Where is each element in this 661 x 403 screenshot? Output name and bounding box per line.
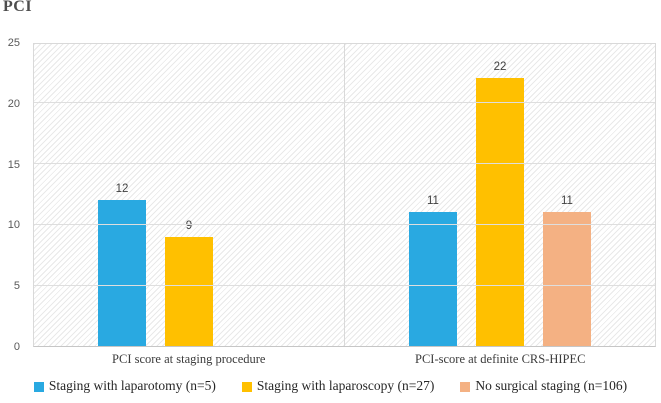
legend-item: Staging with laparotomy (n=5) <box>33 378 216 394</box>
legend-label: Staging with laparoscopy (n=27) <box>256 378 435 393</box>
value-label: 12 <box>115 183 129 195</box>
y-tick-label: 15 <box>7 158 20 171</box>
legend-item: No surgical staging (n=106) <box>460 378 627 394</box>
x-axis: PCI score at staging procedure PCI-score … <box>33 352 656 367</box>
chart-title: PCI <box>3 0 33 15</box>
gridline <box>34 163 655 165</box>
y-axis: 0 5 10 15 20 25 <box>0 37 26 353</box>
bar-slot: 11 <box>543 195 591 346</box>
y-tick-label: 10 <box>7 219 20 232</box>
y-tick-label: 20 <box>7 97 20 110</box>
value-label: 11 <box>427 195 439 207</box>
gridline <box>34 223 655 225</box>
bar-groups: 12 9 11 22 11 <box>34 44 655 346</box>
value-label: 9 <box>185 220 193 232</box>
legend-label: No surgical staging (n=106) <box>475 378 628 393</box>
y-tick-label: 0 <box>13 341 20 353</box>
category-group: 12 9 <box>34 44 344 346</box>
bar <box>476 78 524 346</box>
bar-slot: 22 <box>476 61 524 346</box>
y-tick-label: 25 <box>7 37 20 49</box>
legend-label: Staging with laparotomy (n=5) <box>48 378 216 393</box>
bar-slot: 11 <box>409 195 457 346</box>
gridline <box>34 102 655 104</box>
bar <box>543 212 591 346</box>
gridline <box>34 284 655 286</box>
bar <box>98 200 146 346</box>
legend-item: Staging with laparoscopy (n=27) <box>241 378 435 394</box>
y-tick-label: 5 <box>13 280 20 293</box>
legend-swatch <box>241 381 252 392</box>
bar <box>165 237 213 346</box>
bar-slot: 12 <box>98 183 146 346</box>
bar <box>409 212 457 346</box>
legend-swatch <box>33 381 44 392</box>
legend-swatch <box>460 381 471 392</box>
x-category-label: PCI-score at definite CRS-HIPEC <box>415 352 586 366</box>
legend: Staging with laparotomy (n=5) Staging wit… <box>0 378 661 394</box>
plot-area: 12 9 11 22 11 <box>33 43 656 347</box>
bar-slot: 9 <box>165 220 213 346</box>
category-group: 11 22 11 <box>344 44 655 346</box>
value-label: 11 <box>561 195 573 207</box>
value-label: 22 <box>493 61 507 73</box>
x-category-label: PCI score at staging procedure <box>112 352 266 366</box>
